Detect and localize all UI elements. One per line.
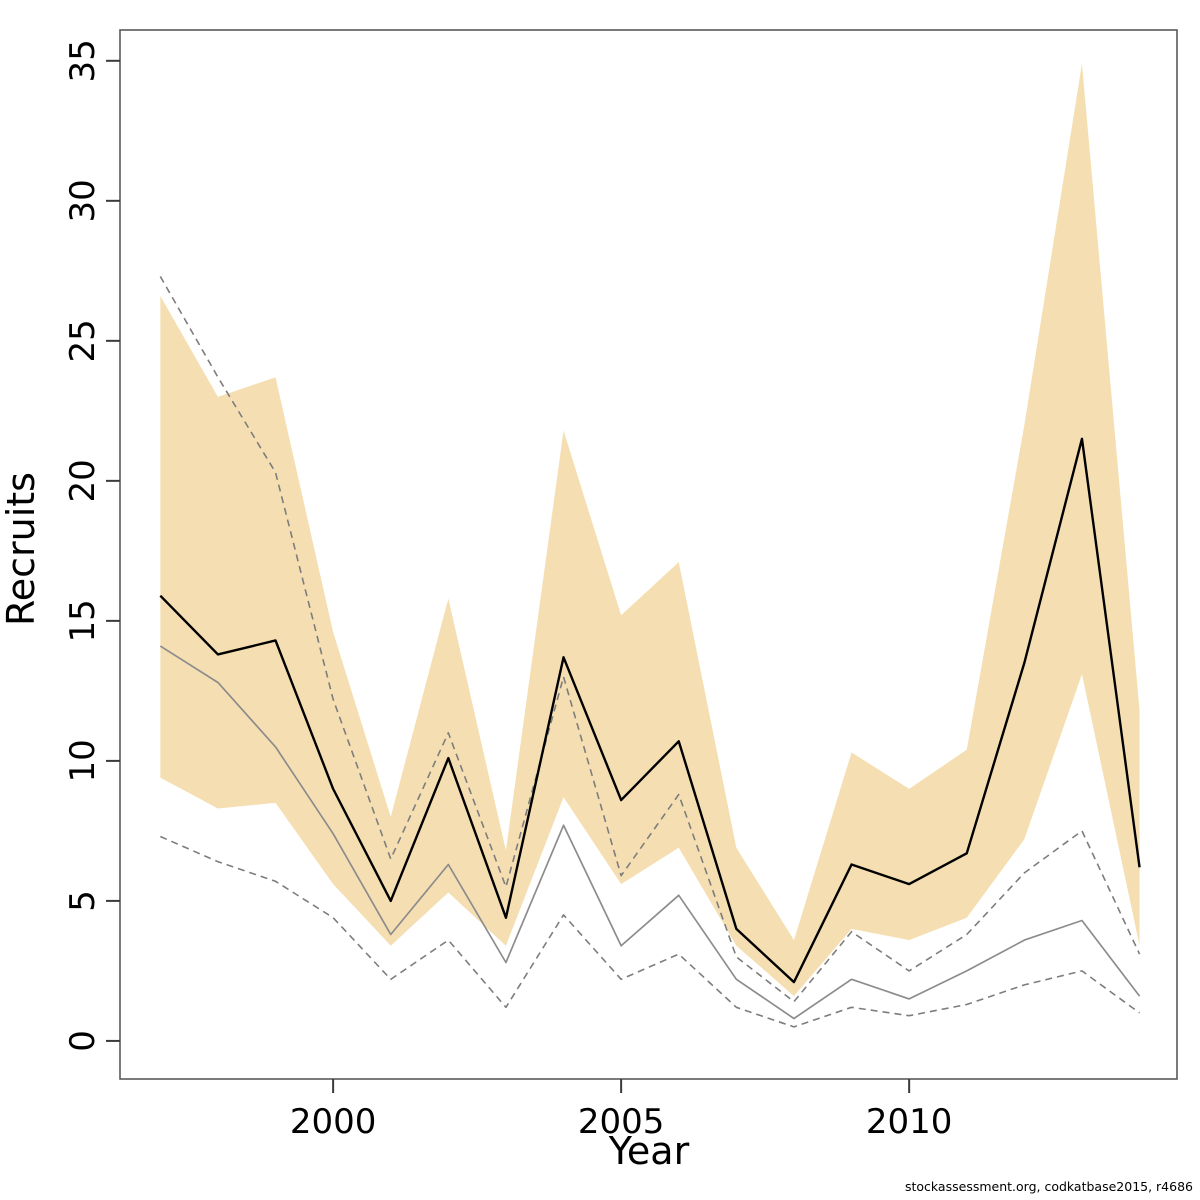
x-tick-label: 2000	[290, 1102, 377, 1142]
comparison-run-line	[159, 645, 1141, 1020]
x-axis-title: Year	[608, 1129, 690, 1173]
comparison-ci-lower-line	[160, 835, 1141, 1028]
y-tick-label: 5	[63, 890, 103, 912]
comparison-ci-upper-line	[159, 276, 1141, 1003]
y-tick-label: 10	[63, 739, 103, 782]
y-tick-label: 15	[63, 599, 103, 642]
y-tick-label: 25	[63, 319, 103, 362]
confidence-band	[160, 63, 1140, 997]
x-tick-label: 2010	[866, 1102, 953, 1142]
plot-box	[119, 29, 1178, 1080]
y-tick-label: 30	[63, 179, 103, 222]
y-tick-label: 0	[63, 1030, 103, 1052]
footer-credit: stockassessment.org, codkatbase2015, r46…	[905, 1179, 1193, 1194]
chart-generated-layer: 0 5 10 15 20 25 30 35 2000 2005 2010	[63, 29, 1178, 1142]
x-tick-label: 2005	[578, 1102, 665, 1142]
y-axis-title: Recruits	[0, 472, 43, 626]
y-tick-label: 20	[63, 459, 103, 502]
current-estimate-line	[159, 437, 1141, 984]
y-tick-label: 35	[63, 39, 103, 82]
